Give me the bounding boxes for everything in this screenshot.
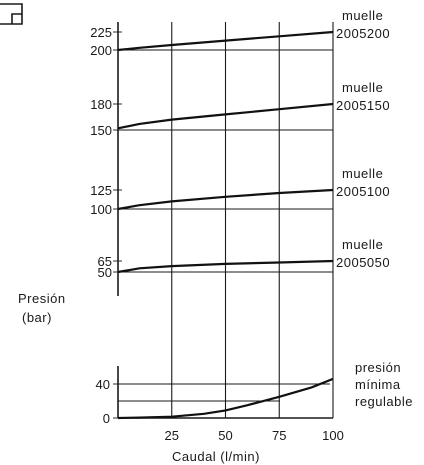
y-tick-label: 200 bbox=[90, 43, 112, 58]
spring-panels: 200 225 muelle 2005200 150 180 muelle 2005150 10… bbox=[90, 8, 390, 418]
y-tick-label: 40 bbox=[96, 377, 110, 392]
spring-panel: 200 225 muelle 2005200 bbox=[90, 8, 390, 58]
y-tick-label: 180 bbox=[90, 97, 112, 112]
y-tick-label: 50 bbox=[98, 265, 112, 280]
min-pressure-title-line: presión bbox=[355, 360, 401, 375]
min-pressure-curve bbox=[117, 377, 334, 420]
spring-label-line2: 2005200 bbox=[336, 26, 390, 41]
min-pressure-panel: 0 40 25 50 75 100 presión mínima regulable bbox=[96, 360, 413, 443]
y-tick-label: 125 bbox=[90, 183, 112, 198]
corner-mark bbox=[0, 3, 23, 25]
min-pressure-title-line: regulable bbox=[355, 394, 413, 409]
spring-label-line1: muelle bbox=[342, 166, 383, 181]
spring-label-line2: 2005050 bbox=[336, 255, 390, 270]
x-tick-label: 100 bbox=[322, 428, 344, 443]
y-axis-label-line1: Presión bbox=[18, 291, 66, 306]
spring-label-line1: muelle bbox=[342, 80, 383, 95]
pressure-curve bbox=[117, 30, 334, 52]
x-tick-label: 50 bbox=[218, 428, 232, 443]
x-axis-label: Caudal (l/min) bbox=[172, 449, 260, 464]
y-tick-label: 100 bbox=[90, 202, 112, 217]
y-axis-label-line2: (bar) bbox=[22, 310, 52, 325]
y-tick-label: 65 bbox=[98, 254, 112, 269]
spring-panel: 150 180 muelle 2005150 bbox=[90, 80, 390, 138]
spring-label-line1: muelle bbox=[342, 237, 383, 252]
spring-label-line1: muelle bbox=[342, 8, 383, 23]
y-tick-label: 150 bbox=[90, 123, 112, 138]
y-tick-label: 225 bbox=[90, 25, 112, 40]
min-pressure-title-line: mínima bbox=[355, 377, 401, 392]
pressure-curve bbox=[117, 188, 334, 211]
x-tick-label: 25 bbox=[165, 428, 179, 443]
y-tick-label: 0 bbox=[103, 411, 110, 426]
spring-panel: 100 125 muelle 2005100 bbox=[90, 166, 390, 217]
spring-label-line2: 2005150 bbox=[336, 98, 390, 113]
pressure-curve bbox=[117, 102, 334, 130]
spring-label-line2: 2005100 bbox=[336, 184, 390, 199]
x-tick-label: 75 bbox=[272, 428, 286, 443]
pressure-curve bbox=[117, 259, 334, 274]
